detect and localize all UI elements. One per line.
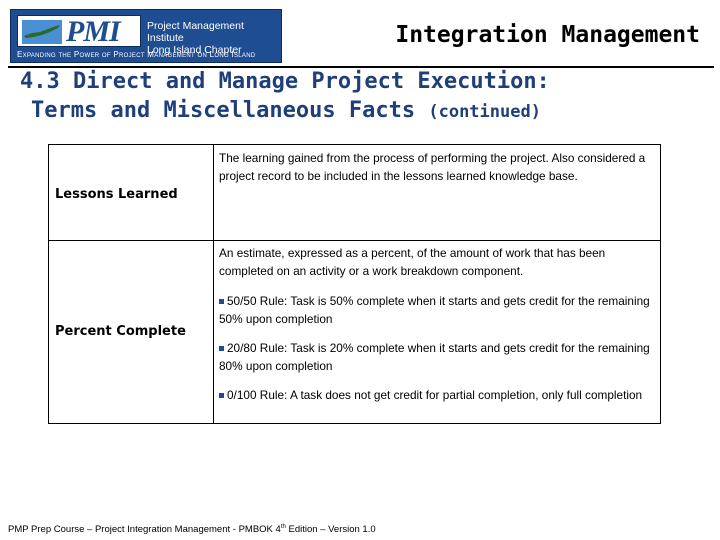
table-row: Lessons Learned The learning gained from… xyxy=(49,145,660,241)
term-lessons-learned: Lessons Learned xyxy=(55,187,178,202)
logo-tagline: Expanding the Power of Project Managemen… xyxy=(17,50,256,59)
header-divider xyxy=(8,66,714,68)
definition-lessons-learned: The learning gained from the process of … xyxy=(219,149,657,197)
long-island-map-icon xyxy=(22,20,62,44)
footer-superscript: th xyxy=(280,524,286,530)
table-column-divider xyxy=(213,145,214,423)
bullet-icon xyxy=(219,346,224,351)
definition-text: The learning gained from the process of … xyxy=(219,151,646,183)
footer-suffix: Edition – Version 1.0 xyxy=(285,524,376,536)
slide-heading-line2-text: Terms and Miscellaneous Facts xyxy=(31,98,429,123)
bullet-icon xyxy=(219,299,224,304)
definition-text: An estimate, expressed as a percent, of … xyxy=(219,246,606,278)
org-name-line2: Long Island Chapter xyxy=(147,44,242,56)
slide-heading-line1: 4.3 Direct and Manage Project Execution: xyxy=(20,69,550,94)
slide-heading: 4.3 Direct and Manage Project Execution:… xyxy=(20,68,710,127)
bullet-item: 0/100 Rule: A task does not get credit f… xyxy=(219,386,657,404)
bullet-item: 20/80 Rule: Task is 20% complete when it… xyxy=(219,339,657,375)
terms-table: Lessons Learned The learning gained from… xyxy=(48,144,661,424)
pmi-logo-mark: PMI xyxy=(17,15,141,47)
bullet-icon xyxy=(219,393,224,398)
footer-prefix: PMP Prep Course – Project Integration Ma… xyxy=(8,524,281,536)
bullet-item: 50/50 Rule: Task is 50% complete when it… xyxy=(219,292,657,328)
pmi-logo: PMI Project Management Institute Long Is… xyxy=(10,9,282,63)
slide-header: PMI Project Management Institute Long Is… xyxy=(0,0,720,68)
definition-percent-complete: An estimate, expressed as a percent, of … xyxy=(219,244,657,415)
slide-heading-continued: (continued) xyxy=(428,102,541,122)
slide-footer: PMP Prep Course – Project Integration Ma… xyxy=(8,524,376,535)
bullet-text: 50/50 Rule: Task is 50% complete when it… xyxy=(219,294,650,326)
term-percent-complete: Percent Complete xyxy=(55,324,186,339)
org-name-line1: Project Management Institute xyxy=(147,20,244,44)
pmi-logo-letters: PMI xyxy=(66,15,121,47)
table-row: Percent Complete An estimate, expressed … xyxy=(49,241,660,423)
bullet-text: 20/80 Rule: Task is 20% complete when it… xyxy=(219,341,650,373)
chapter-name: Project Management Institute Long Island… xyxy=(147,20,281,56)
slide-heading-line2: Terms and Miscellaneous Facts (continued… xyxy=(20,96,710,127)
bullet-text: 0/100 Rule: A task does not get credit f… xyxy=(227,388,643,402)
section-title: Integration Management xyxy=(395,22,700,48)
